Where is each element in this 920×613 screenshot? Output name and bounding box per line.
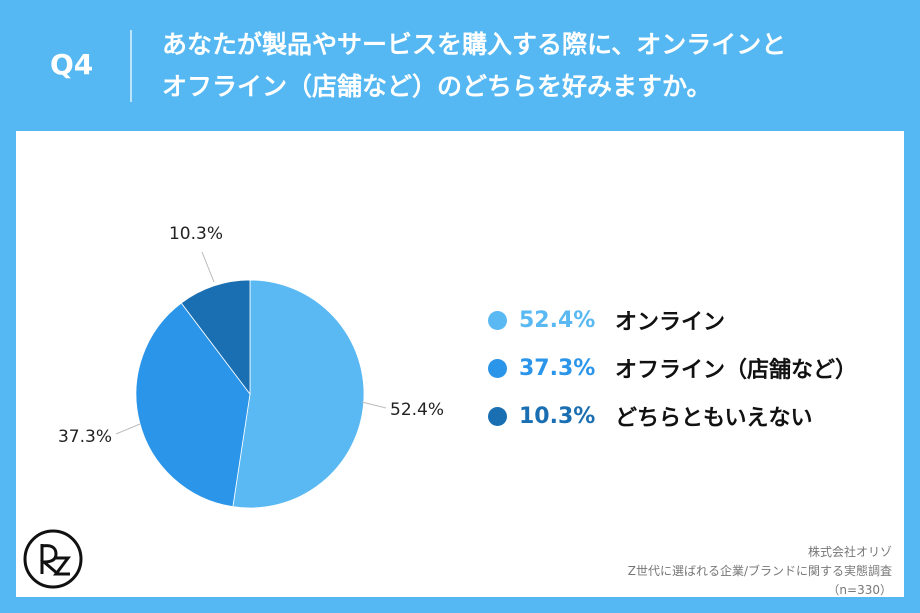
question-line-2: オフライン（店舗など）のどちらを好みますか。 [162, 72, 712, 101]
source-sample: （n=330） [827, 583, 892, 597]
legend-dot-neither [488, 406, 507, 426]
source-survey: Z世代に選ばれる企業/ブランドに関する実態調査 [627, 564, 892, 578]
legend-item-online: 52.4% オンライン [488, 296, 857, 344]
chart-legend: 52.4% オンライン 37.3% オフライン（店舗など） 10.3% どちらと… [488, 296, 857, 440]
pie-slice-neither [180, 279, 251, 396]
legend-pct-neither: 10.3% [519, 403, 596, 429]
source-note: 株式会社オリゾ Z世代に選ばれる企業/ブランドに関する実態調査 （n=330） [492, 543, 892, 600]
header-divider [130, 30, 132, 102]
question-text: あなたが製品やサービスを購入する際に、オンラインと オフライン（店舗など）のどち… [162, 24, 882, 108]
question-header: Q4 あなたが製品やサービスを購入する際に、オンラインと オフライン（店舗など）… [0, 0, 920, 130]
legend-pct-online: 52.4% [519, 307, 596, 333]
legend-name-online: オンライン [615, 310, 726, 335]
leader-line [361, 401, 387, 409]
legend-pct-offline: 37.3% [519, 355, 596, 381]
legend-item-neither: 10.3% どちらともいえない [488, 392, 857, 440]
slice-label-online: 52.4% [390, 400, 444, 420]
pie-slice-online [232, 279, 365, 509]
legend-name-offline: オフライン（店舗など） [615, 358, 858, 383]
question-number: Q4 [50, 48, 94, 81]
question-line-1: あなたが製品やサービスを購入する際に、オンラインと [162, 30, 787, 59]
legend-name-neither: どちらともいえない [615, 406, 813, 431]
irz-logo-icon [23, 529, 83, 589]
legend-dot-online [488, 310, 507, 330]
slice-label-neither: 10.3% [169, 224, 223, 244]
legend-dot-offline [488, 358, 507, 378]
leader-line [201, 251, 215, 283]
pie-slice-offline [135, 302, 251, 508]
source-company: 株式会社オリゾ [807, 545, 892, 559]
legend-item-offline: 37.3% オフライン（店舗など） [488, 344, 857, 392]
leader-line [115, 423, 141, 435]
slice-label-offline: 37.3% [58, 427, 112, 447]
